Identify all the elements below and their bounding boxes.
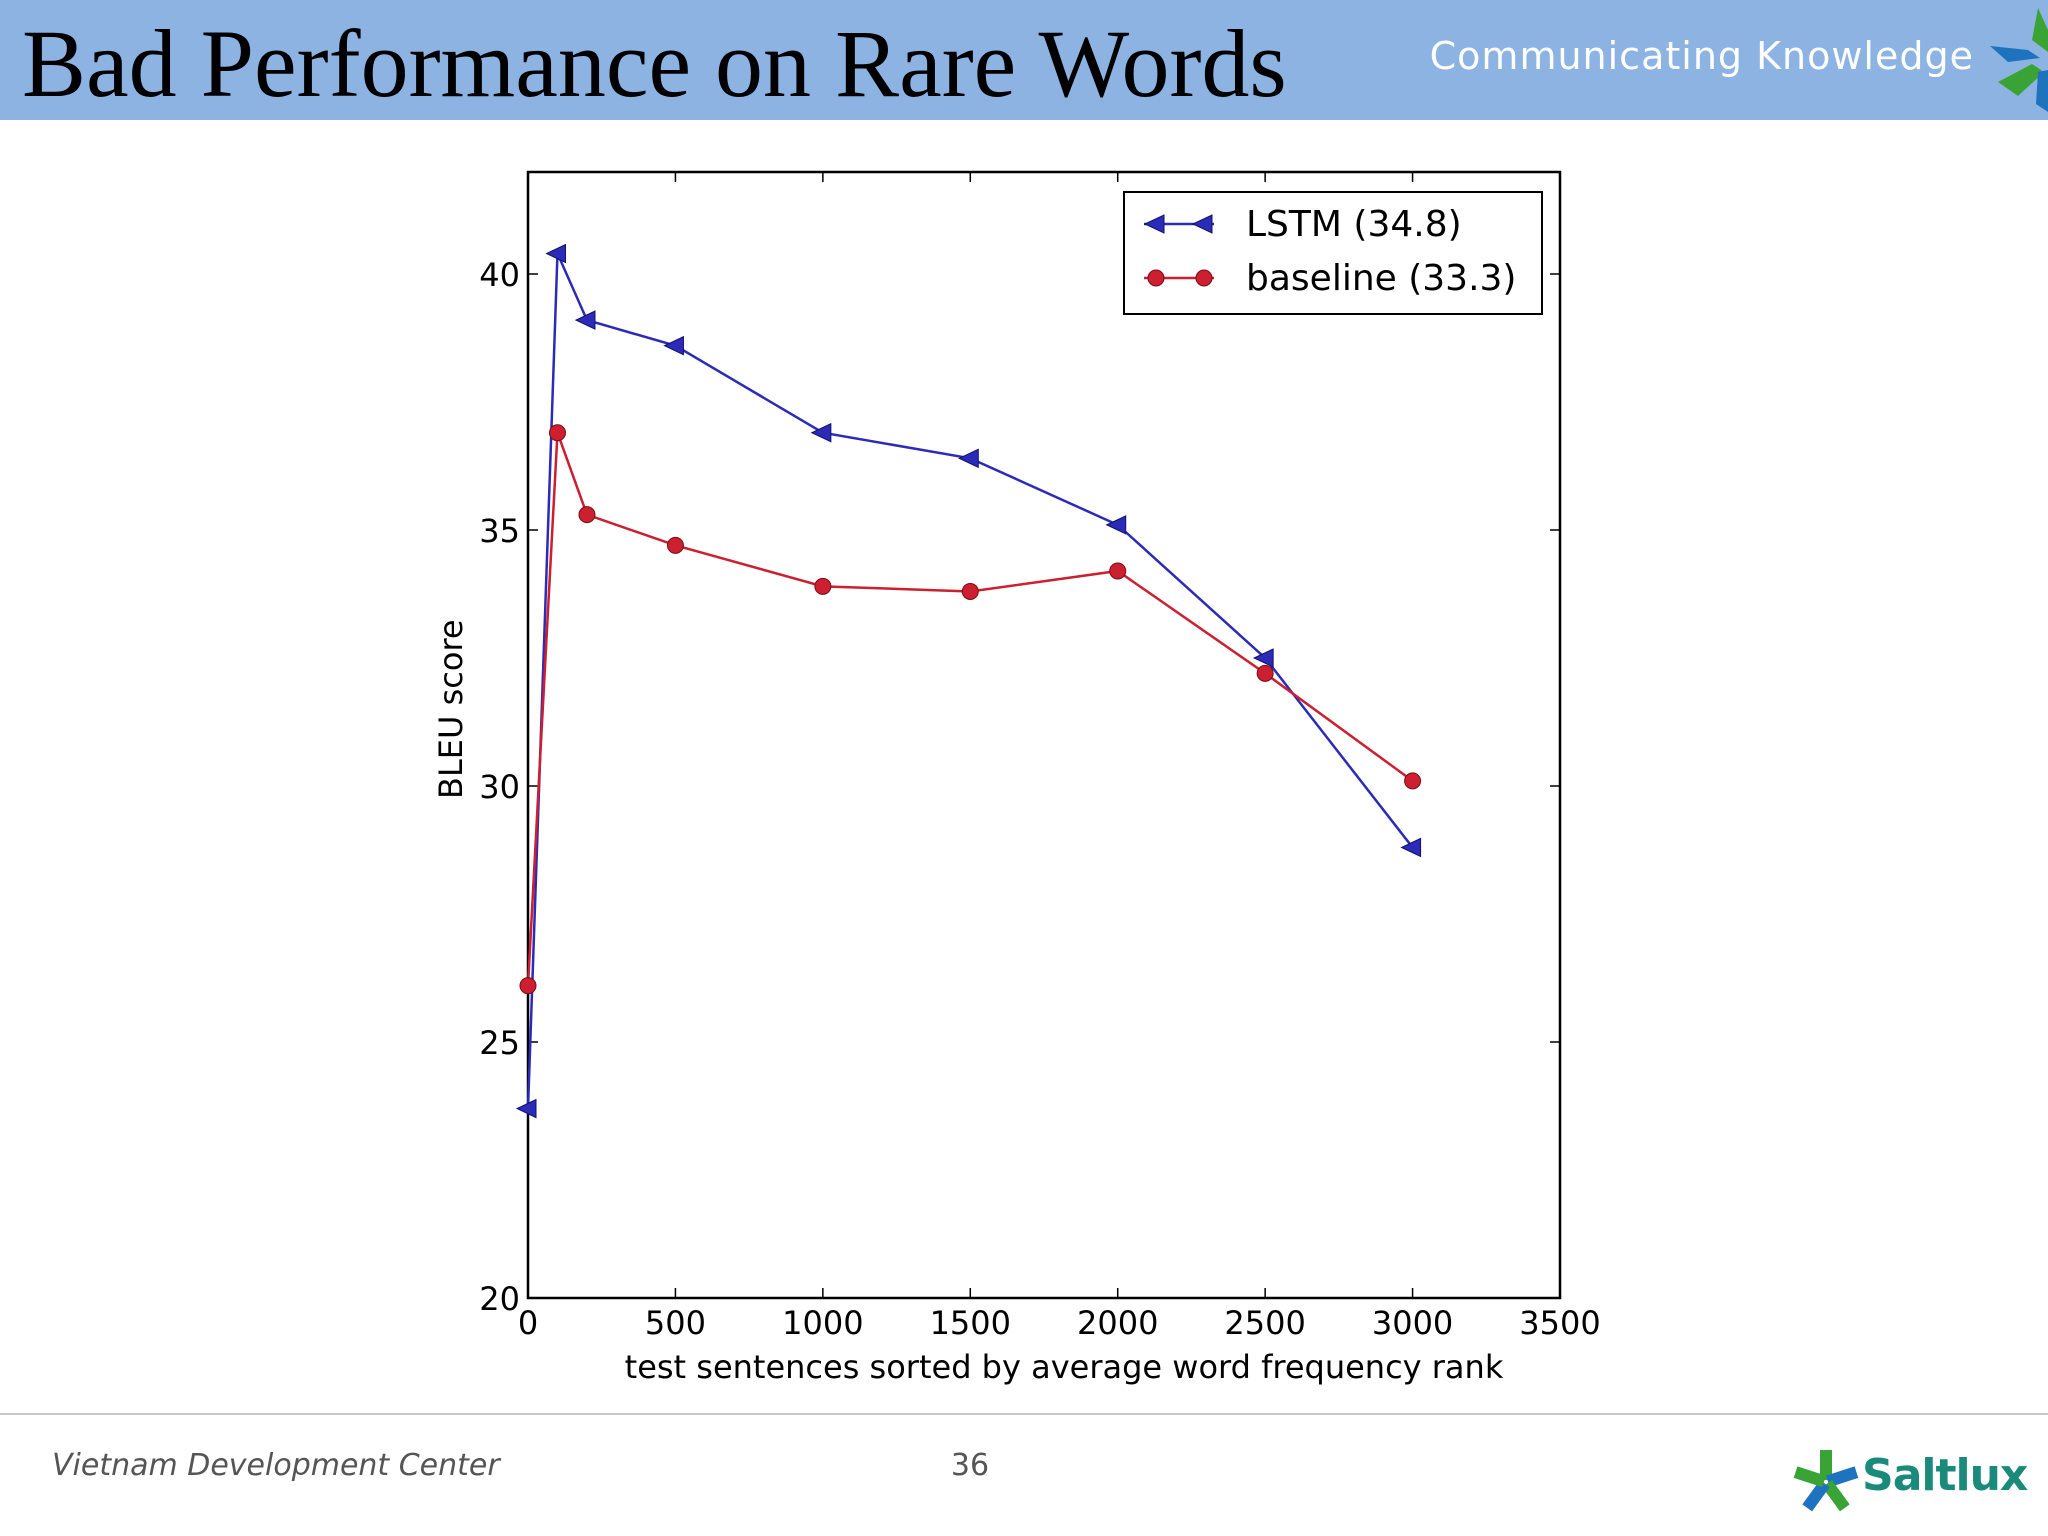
x-tick-label: 1000 — [782, 1304, 863, 1342]
header-tagline: Communicating Knowledge — [1429, 34, 1974, 78]
data-point — [1195, 269, 1213, 287]
data-point — [578, 506, 596, 524]
saltlux-star-logo-icon — [1990, 8, 2048, 112]
series-line — [526, 253, 1414, 1109]
data-point — [1400, 837, 1422, 858]
data-point — [1404, 772, 1422, 790]
series-circle — [519, 424, 1422, 995]
y-tick-label: 30 — [479, 768, 520, 806]
series-line — [526, 432, 1414, 986]
legend-entry-label: baseline (33.3) — [1246, 258, 1516, 299]
bleu-line-chart: 0 500 1000 1500 2000 2500 3000 3500 20 25 30 35 40 te… — [432, 170, 1601, 1386]
data-point — [958, 448, 979, 469]
footer-organization: Vietnam Development Center — [52, 1448, 500, 1483]
x-tick-label: 2000 — [1077, 1304, 1158, 1342]
y-axis-label: BLEU score — [432, 619, 470, 799]
data-point — [515, 1098, 537, 1119]
data-point — [961, 582, 979, 600]
slide-title: Bad Performance on Rare Words — [22, 10, 1287, 117]
data-point — [1143, 214, 1165, 234]
data-point — [545, 243, 566, 264]
data-point — [1105, 515, 1127, 535]
data-point — [548, 424, 566, 442]
x-tick-label: 3000 — [1372, 1304, 1453, 1342]
data-point — [1147, 269, 1165, 287]
x-tick-label: 3500 — [1519, 1304, 1600, 1342]
data-point — [574, 310, 596, 330]
legend-box — [1123, 191, 1543, 315]
x-axis-label: test sentences sorted by average word fr… — [625, 1348, 1504, 1386]
data-point — [810, 422, 832, 443]
page-number: 36 — [950, 1448, 990, 1483]
y-tick-label: 35 — [479, 512, 520, 550]
chart-legend: LSTM (34.8) baseline (33.3) — [1123, 191, 1543, 315]
brand-name: Saltlux — [1862, 1450, 2028, 1501]
x-tick-label: 1500 — [930, 1304, 1011, 1342]
saltlux-logo: Saltlux — [1790, 1446, 2030, 1522]
saltlux-star-logo-icon — [1793, 1450, 1859, 1512]
data-point — [1252, 648, 1274, 668]
y-tick-label: 40 — [479, 256, 520, 294]
legend-entry-label: LSTM (34.8) — [1246, 204, 1462, 245]
data-point — [519, 977, 537, 995]
data-point — [814, 577, 832, 595]
plot-frame — [526, 170, 1562, 1300]
data-point — [1109, 562, 1127, 580]
y-tick-label: 20 — [479, 1280, 520, 1318]
data-point — [1191, 214, 1213, 234]
y-tick-label: 25 — [479, 1024, 520, 1062]
chart-axes: 0 500 1000 1500 2000 2500 3000 3500 20 25 30 35 40 te… — [432, 170, 1601, 1386]
x-tick-label: 2500 — [1224, 1304, 1305, 1342]
data-point — [666, 536, 684, 554]
slide-header: Bad Performance on Rare Words Communicat… — [0, 0, 2048, 120]
data-point — [663, 335, 684, 356]
series-left-triangle — [515, 243, 1422, 1119]
x-tick-label: 0 — [518, 1304, 538, 1342]
chart-series — [515, 243, 1422, 1119]
footer-divider — [0, 1413, 2048, 1415]
data-point — [1256, 664, 1274, 682]
x-tick-label: 500 — [645, 1304, 706, 1342]
